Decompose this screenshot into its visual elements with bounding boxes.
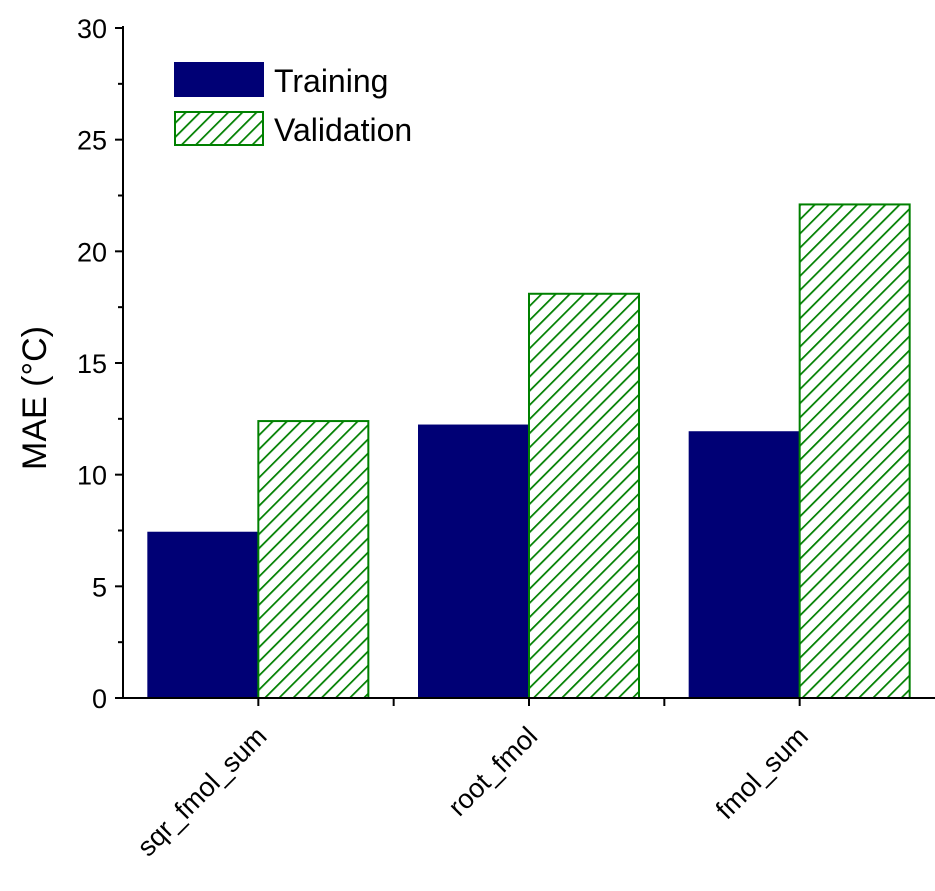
bar-validation-root_fmol (528, 292, 640, 699)
x-tick-label: root_fmol (442, 721, 543, 822)
y-tick-label: 0 (92, 684, 107, 714)
bar-validation-sqr_fmol_sum (257, 420, 370, 699)
bars-group (147, 203, 911, 700)
y-tick-label: 5 (92, 572, 107, 602)
x-tick-label: sqr_fmol_sum (131, 721, 272, 862)
legend-swatch-training (174, 62, 264, 97)
x-tick-label: fmol_sum (710, 721, 814, 825)
legend: Training Validation (174, 62, 412, 148)
x-ticks-group: sqr_fmol_sum root_fmol fmol_sum (131, 698, 814, 862)
legend-label-training: Training (274, 63, 388, 99)
bar-validation-fmol_sum (798, 203, 911, 700)
y-tick-label: 25 (77, 126, 107, 156)
bar-training-root_fmol (418, 424, 530, 699)
bar-training-fmol_sum (688, 431, 801, 699)
bar-training-sqr_fmol_sum (147, 531, 260, 699)
legend-label-validation: Validation (274, 112, 412, 148)
y-tick-label: 10 (77, 461, 107, 491)
y-tick-label: 15 (77, 349, 107, 379)
y-ticks-group: 0 5 10 15 20 25 30 (77, 14, 123, 714)
y-axis-title: MAE (°C) (16, 326, 54, 470)
y-tick-label: 20 (77, 237, 107, 267)
legend-swatch-validation (174, 111, 264, 146)
y-tick-label: 30 (77, 14, 107, 44)
